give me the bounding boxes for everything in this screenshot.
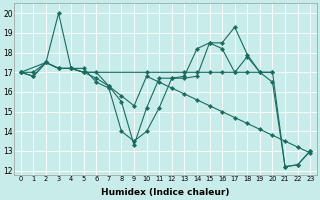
X-axis label: Humidex (Indice chaleur): Humidex (Indice chaleur): [101, 188, 230, 197]
